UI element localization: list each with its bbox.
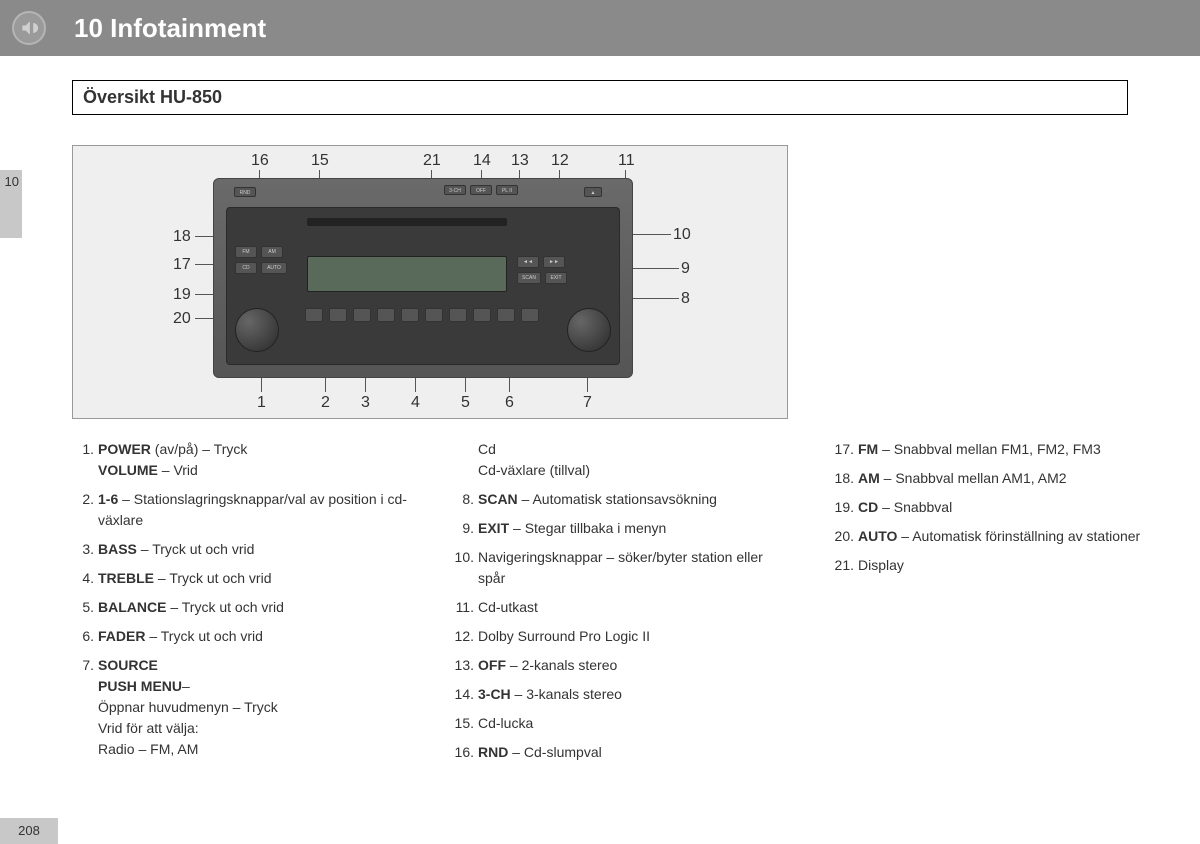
legend-item: 15.Cd-lucka	[452, 713, 792, 734]
legend-item: 17.FM – Snabbval mellan FM1, FM2, FM3	[832, 439, 1172, 460]
legend-item-body: Navigeringsknappar – söker/byter station…	[478, 547, 792, 589]
legend-item: 12.Dolby Surround Pro Logic II	[452, 626, 792, 647]
legend-item-number: 9.	[452, 518, 478, 539]
legend-item-number	[452, 439, 478, 481]
legend-item-number: 13.	[452, 655, 478, 676]
legend-item-body: TREBLE – Tryck ut och vrid	[98, 568, 412, 589]
legend-item-body: CD – Snabbval	[858, 497, 1172, 518]
callout: 3	[361, 394, 370, 412]
legend-columns: 1.POWER (av/på) – TryckVOLUME – Vrid2.1-…	[72, 439, 1200, 771]
legend-item-number: 11.	[452, 597, 478, 618]
legend-item-number: 18.	[832, 468, 858, 489]
legend-item-number: 15.	[452, 713, 478, 734]
legend-item-number: 1.	[72, 439, 98, 481]
callout: 14	[473, 152, 491, 170]
legend-item-number: 6.	[72, 626, 98, 647]
legend-item-body: Display	[858, 555, 1172, 576]
callout: 12	[551, 152, 569, 170]
legend-item-body: CdCd-växlare (tillval)	[478, 439, 792, 481]
legend-item-number: 3.	[72, 539, 98, 560]
callout: 5	[461, 394, 470, 412]
legend-col-2: CdCd-växlare (tillval)8.SCAN – Automatis…	[452, 439, 792, 771]
callout: 15	[311, 152, 329, 170]
legend-item-number: 17.	[832, 439, 858, 460]
legend-item-body: FADER – Tryck ut och vrid	[98, 626, 412, 647]
legend-item: 13.OFF – 2-kanals stereo	[452, 655, 792, 676]
legend-item-number: 2.	[72, 489, 98, 531]
legend-item: 19.CD – Snabbval	[832, 497, 1172, 518]
callout: 16	[251, 152, 269, 170]
callout: 11	[618, 152, 635, 170]
legend-item-number: 21.	[832, 555, 858, 576]
section-title: Översikt HU-850	[72, 80, 1128, 115]
legend-item-number: 7.	[72, 655, 98, 760]
legend-item: 2.1-6 – Stationslagringsknappar/val av p…	[72, 489, 412, 531]
side-tab: 10	[0, 170, 22, 238]
radio-unit: RND 3-CH OFF PL II ▲ FM AM CD AUTO ◄◄ ►►…	[213, 178, 633, 378]
legend-item-body: FM – Snabbval mellan FM1, FM2, FM3	[858, 439, 1172, 460]
callout: 4	[411, 394, 420, 412]
callout: 17	[173, 256, 191, 274]
radio-diagram: 16 15 21 14 13 12 11 10 9 8 18 17 19 20 …	[72, 145, 788, 419]
legend-col-1: 1.POWER (av/på) – TryckVOLUME – Vrid2.1-…	[72, 439, 412, 771]
legend-item-body: BALANCE – Tryck ut och vrid	[98, 597, 412, 618]
legend-item-number: 5.	[72, 597, 98, 618]
legend-item: 1.POWER (av/på) – TryckVOLUME – Vrid	[72, 439, 412, 481]
legend-item-number: 10.	[452, 547, 478, 589]
legend-item: 6.FADER – Tryck ut och vrid	[72, 626, 412, 647]
legend-item: 5.BALANCE – Tryck ut och vrid	[72, 597, 412, 618]
legend-col-3: 17.FM – Snabbval mellan FM1, FM2, FM318.…	[832, 439, 1172, 771]
legend-item-body: EXIT – Stegar tillbaka i menyn	[478, 518, 792, 539]
callout: 18	[173, 228, 191, 246]
legend-item: 8.SCAN – Automatisk stationsavsökning	[452, 489, 792, 510]
legend-item-body: AM – Snabbval mellan AM1, AM2	[858, 468, 1172, 489]
legend-item-body: Cd-utkast	[478, 597, 792, 618]
chapter-title: 10 Infotainment	[74, 13, 266, 44]
callout: 10	[673, 226, 691, 244]
legend-item: 18.AM – Snabbval mellan AM1, AM2	[832, 468, 1172, 489]
legend-item-body: OFF – 2-kanals stereo	[478, 655, 792, 676]
legend-item: 21.Display	[832, 555, 1172, 576]
page-number: 208	[0, 818, 58, 844]
chapter-header: 10 Infotainment	[0, 0, 1200, 56]
callout: 2	[321, 394, 330, 412]
legend-item-body: POWER (av/på) – TryckVOLUME – Vrid	[98, 439, 412, 481]
legend-item: 3.BASS – Tryck ut och vrid	[72, 539, 412, 560]
callout: 13	[511, 152, 529, 170]
legend-item: 20.AUTO – Automatisk förinställning av s…	[832, 526, 1172, 547]
legend-item-body: Cd-lucka	[478, 713, 792, 734]
legend-item-body: SOURCEPUSH MENU–Öppnar huvudmenyn – Tryc…	[98, 655, 412, 760]
legend-item-body: RND – Cd-slumpval	[478, 742, 792, 763]
legend-item: 11.Cd-utkast	[452, 597, 792, 618]
speaker-icon	[12, 11, 46, 45]
legend-item: 7.SOURCEPUSH MENU–Öppnar huvudmenyn – Tr…	[72, 655, 412, 760]
legend-item: 4.TREBLE – Tryck ut och vrid	[72, 568, 412, 589]
legend-item-body: Dolby Surround Pro Logic II	[478, 626, 792, 647]
legend-item: 9.EXIT – Stegar tillbaka i menyn	[452, 518, 792, 539]
legend-item-number: 14.	[452, 684, 478, 705]
callout: 9	[681, 260, 690, 278]
legend-item-number: 12.	[452, 626, 478, 647]
legend-item-number: 4.	[72, 568, 98, 589]
callout: 19	[173, 286, 191, 304]
callout: 21	[423, 152, 441, 170]
legend-item-number: 19.	[832, 497, 858, 518]
legend-item-body: 3-CH – 3-kanals stereo	[478, 684, 792, 705]
callout: 6	[505, 394, 514, 412]
legend-item: 16.RND – Cd-slumpval	[452, 742, 792, 763]
legend-item-body: 1-6 – Stationslagringsknappar/val av pos…	[98, 489, 412, 531]
legend-item: 10.Navigeringsknappar – söker/byter stat…	[452, 547, 792, 589]
legend-item-body: BASS – Tryck ut och vrid	[98, 539, 412, 560]
legend-item-number: 20.	[832, 526, 858, 547]
legend-item: CdCd-växlare (tillval)	[452, 439, 792, 481]
callout: 7	[583, 394, 592, 412]
callout: 1	[257, 394, 266, 412]
legend-item-body: SCAN – Automatisk stationsavsökning	[478, 489, 792, 510]
legend-item: 14.3-CH – 3-kanals stereo	[452, 684, 792, 705]
callout: 8	[681, 290, 690, 308]
callout: 20	[173, 310, 191, 328]
legend-item-body: AUTO – Automatisk förinställning av stat…	[858, 526, 1172, 547]
legend-item-number: 8.	[452, 489, 478, 510]
legend-item-number: 16.	[452, 742, 478, 763]
